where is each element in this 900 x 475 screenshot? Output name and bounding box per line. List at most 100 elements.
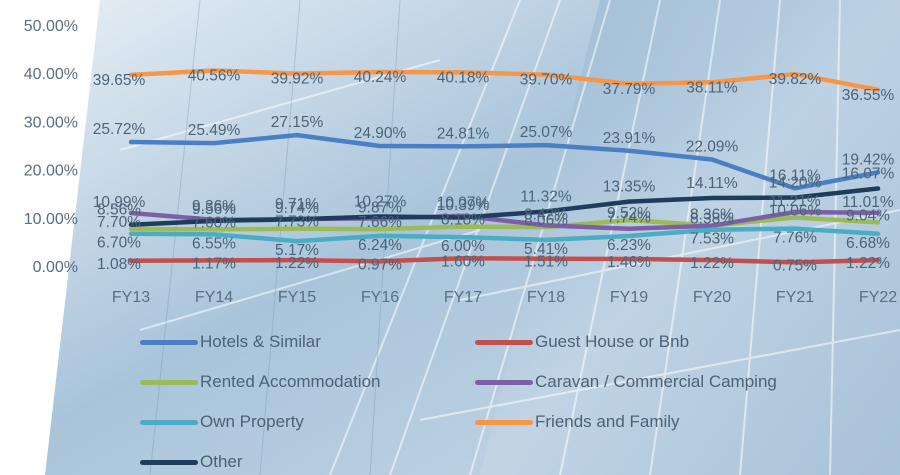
data-label: 6.68%: [846, 235, 890, 252]
series-lines: [128, 68, 881, 265]
legend-swatch: [475, 379, 533, 385]
data-label: 40.18%: [437, 69, 490, 86]
data-label: 14.20%: [769, 175, 822, 192]
data-label: 11.01%: [842, 194, 894, 211]
legend-swatch: [140, 419, 198, 425]
data-label: 5.17%: [275, 242, 319, 259]
y-axis: 0.00% 10.00% 20.00% 30.00% 40.00% 50.00%: [24, 18, 78, 276]
x-tick-label: FY14: [195, 289, 233, 306]
data-label: 10.07%: [437, 194, 490, 211]
y-tick-label: 0.00%: [33, 259, 78, 276]
data-label: 10.27%: [354, 193, 407, 210]
legend-label: Other: [200, 452, 243, 471]
data-label: 7.60%: [192, 214, 236, 231]
x-tick-label: FY21: [776, 289, 814, 306]
data-label: 11.32%: [520, 188, 572, 205]
legend-item: Own Property: [140, 410, 304, 434]
data-label: 37.79%: [603, 81, 656, 98]
legend: Hotels & Similar Guest House or Bnb Rented…: [140, 330, 900, 475]
x-axis: FY13 FY14 FY15 FY16 FY17 FY18 FY19 FY20 FY21 FY22: [112, 289, 897, 306]
data-label: 27.15%: [271, 114, 324, 131]
legend-label: Friends and Family: [535, 412, 680, 431]
data-label: 38.11%: [686, 79, 738, 96]
data-label: 9.52%: [607, 205, 651, 222]
data-label: 6.23%: [607, 237, 651, 254]
data-label: 7.73%: [275, 214, 319, 231]
data-label: 40.24%: [354, 69, 407, 86]
data-label: 6.70%: [97, 235, 141, 252]
data-label: 1.08%: [97, 256, 141, 273]
data-label: 6.00%: [441, 238, 485, 255]
data-label: 8.56%: [97, 202, 141, 219]
data-label: 5.41%: [524, 241, 568, 258]
series-line: [128, 186, 881, 227]
data-label: 25.07%: [520, 124, 573, 141]
data-label: 1.60%: [441, 253, 485, 270]
legend-swatch: [140, 379, 198, 385]
data-label: 7.76%: [773, 230, 817, 247]
legend-swatch: [140, 339, 198, 345]
legend-item: Caravan / Commercial Camping: [475, 370, 777, 394]
y-tick-label: 30.00%: [24, 114, 78, 131]
data-label: 16.11%: [769, 167, 821, 184]
data-label: 1.22%: [275, 255, 319, 272]
data-label: 8.38%: [690, 211, 734, 228]
series-line: [128, 68, 881, 93]
series-line: [128, 132, 881, 191]
data-label: 7.74%: [607, 210, 651, 227]
data-label: 1.22%: [846, 255, 890, 272]
x-tick-label: FY19: [610, 289, 648, 306]
data-label: 39.65%: [93, 72, 146, 89]
y-tick-label: 20.00%: [24, 163, 78, 180]
y-tick-label: 50.00%: [24, 18, 78, 35]
data-label: 9.36%: [192, 198, 236, 215]
data-label: 25.49%: [188, 122, 241, 139]
data-label: 11.21%: [769, 193, 821, 210]
data-label: 10.39%: [437, 197, 490, 214]
data-label: 13.35%: [603, 179, 656, 196]
data-label: 39.82%: [769, 71, 822, 88]
data-label: 1.17%: [192, 255, 236, 272]
x-tick-label: FY16: [361, 289, 399, 306]
x-tick-label: FY17: [444, 289, 482, 306]
legend-item: Rented Accommodation: [140, 370, 381, 394]
data-label: 23.91%: [603, 130, 656, 147]
data-label: 9.74%: [275, 200, 319, 217]
legend-item: Friends and Family: [475, 410, 680, 434]
data-label: 8.36%: [690, 207, 734, 224]
x-tick-label: FY20: [693, 289, 731, 306]
y-tick-label: 10.00%: [24, 211, 78, 228]
data-label: 9.04%: [846, 207, 890, 224]
data-labels: 25.72% 25.49% 27.15% 24.90% 24.81% 25.07% 23.9…: [93, 68, 895, 275]
data-label: 16.07%: [842, 166, 895, 183]
series-line: [128, 226, 881, 244]
data-label: 9.71%: [275, 196, 319, 213]
data-label: 22.09%: [686, 139, 739, 156]
data-label: 24.90%: [354, 125, 407, 142]
legend-label: Guest House or Bnb: [535, 332, 690, 351]
data-label: 39.70%: [520, 72, 573, 89]
data-label: 8.42%: [524, 206, 568, 223]
data-label: 25.72%: [93, 121, 146, 138]
data-label: 7.66%: [358, 214, 402, 231]
series-line: [128, 215, 881, 232]
data-label: 1.22%: [690, 255, 734, 272]
data-label: 10.06%: [769, 203, 822, 220]
legend-item: Hotels & Similar: [140, 330, 321, 354]
legend-label: Hotels & Similar: [200, 332, 321, 351]
y-tick-label: 40.00%: [24, 66, 78, 83]
data-label: 39.92%: [271, 71, 324, 88]
data-label: 7.53%: [690, 231, 734, 248]
legend-label: Caravan / Commercial Camping: [535, 372, 777, 391]
data-label: 14.11%: [686, 175, 738, 192]
data-label: 6.24%: [358, 237, 402, 254]
legend-item: Guest House or Bnb: [475, 330, 689, 354]
series-line: [128, 256, 881, 265]
x-tick-label: FY13: [112, 289, 150, 306]
data-label: 9.56%: [192, 201, 236, 218]
legend-swatch: [140, 459, 198, 465]
data-label: 8.18%: [441, 212, 485, 229]
x-tick-label: FY22: [859, 289, 897, 306]
legend-label: Rented Accommodation: [200, 372, 381, 391]
data-label: 1.46%: [607, 254, 651, 271]
